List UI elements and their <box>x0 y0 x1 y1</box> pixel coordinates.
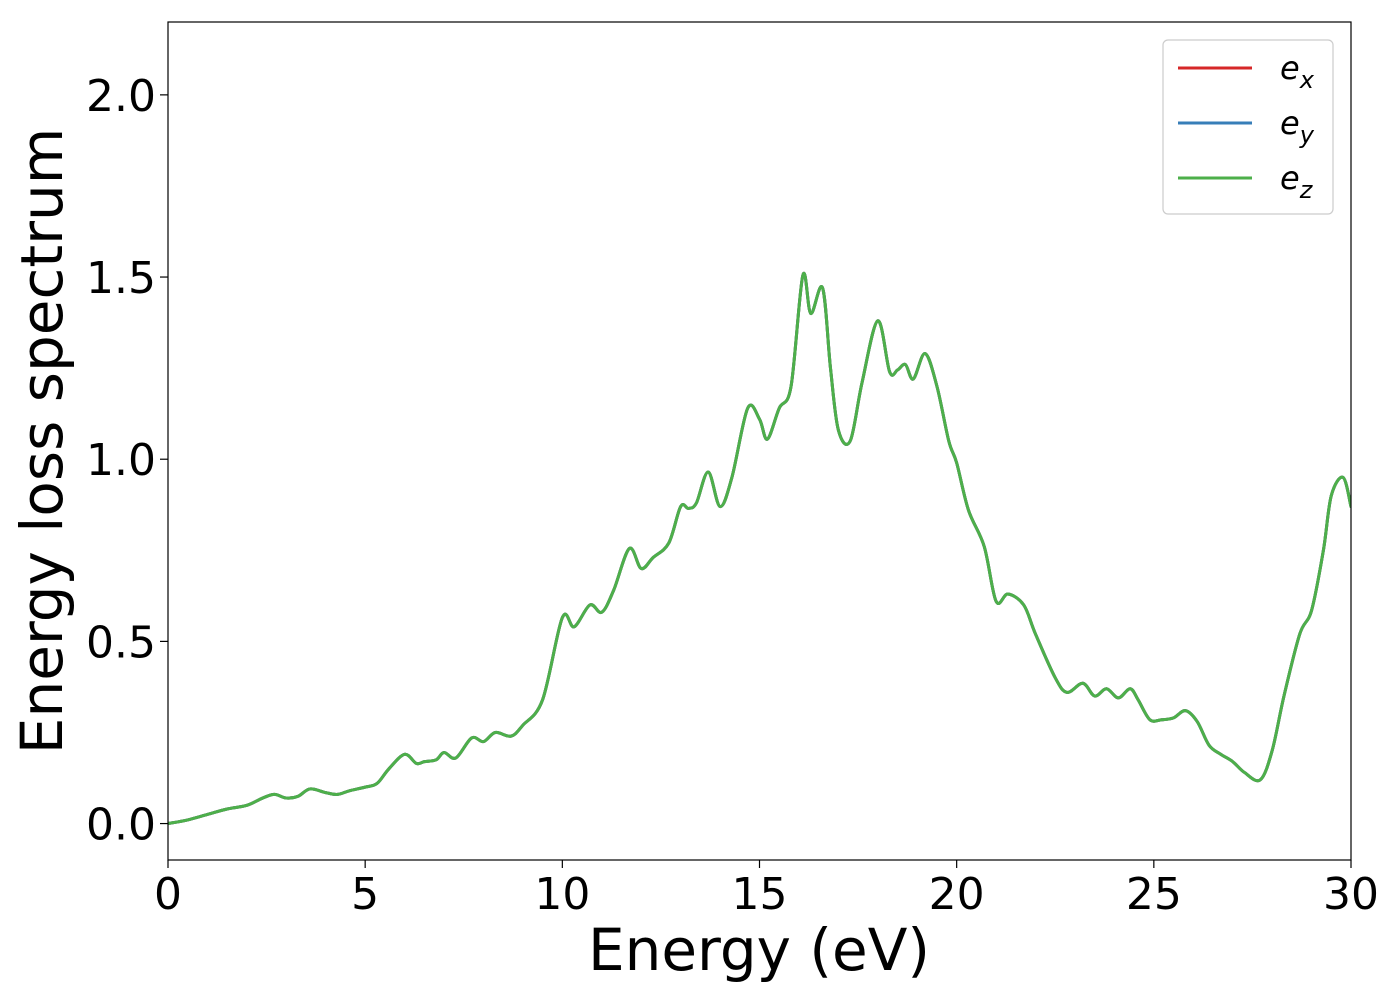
series-line-e-x <box>168 271 1351 826</box>
series-line-e-z <box>168 271 1351 826</box>
x-tick-label: 5 <box>351 869 379 920</box>
y-tick-label: 1.0 <box>86 435 156 486</box>
x-tick-label: 15 <box>732 869 788 920</box>
legend-box <box>1162 39 1334 215</box>
y-tick-label: 0.5 <box>86 617 156 668</box>
x-tick-label: 20 <box>929 869 985 920</box>
series-line-e-y <box>168 271 1351 826</box>
x-tick-label: 10 <box>534 869 590 920</box>
y-tick-label: 0.0 <box>86 800 156 851</box>
y-axis: 0.0 0.5 1.0 1.5 2.0 <box>86 71 168 851</box>
y-tick-label: 1.5 <box>86 253 156 304</box>
series-layer <box>168 271 1351 826</box>
x-axis: 0 5 10 15 20 25 30 <box>154 860 1379 920</box>
x-axis-title: Energy (eV) <box>588 916 930 984</box>
y-axis-title: Energy loss spectrum <box>8 128 76 754</box>
x-tick-label: 30 <box>1323 869 1379 920</box>
x-tick-label: 25 <box>1126 869 1182 920</box>
x-tick-label: 0 <box>154 869 182 920</box>
y-tick-label: 2.0 <box>86 71 156 122</box>
